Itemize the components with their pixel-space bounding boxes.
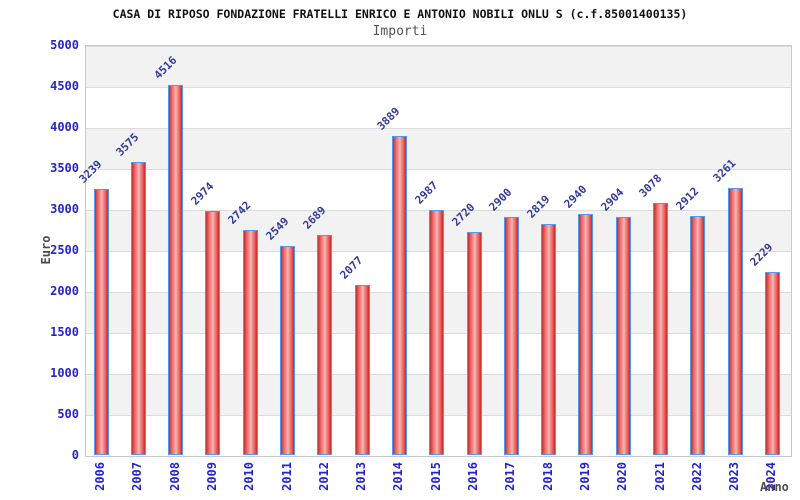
bar bbox=[130, 162, 146, 455]
bar bbox=[578, 214, 594, 455]
y-axis-title: Euro bbox=[39, 235, 53, 265]
y-tick-label: 1000 bbox=[50, 366, 79, 380]
x-tick-label: 2011 bbox=[279, 462, 294, 491]
bar bbox=[354, 285, 370, 455]
y-tick-label: 3000 bbox=[50, 202, 79, 216]
bar bbox=[690, 216, 706, 455]
x-tick-label: 2020 bbox=[615, 462, 630, 491]
x-tick-label: 2014 bbox=[391, 462, 406, 491]
y-tick-label: 4500 bbox=[50, 79, 79, 93]
bar bbox=[429, 210, 445, 455]
x-tick-label: 2018 bbox=[540, 462, 555, 491]
bar bbox=[391, 136, 407, 455]
y-tick-label: 1500 bbox=[50, 325, 79, 339]
bar bbox=[541, 224, 557, 455]
x-tick-label: 2009 bbox=[204, 462, 219, 491]
bar bbox=[727, 188, 743, 455]
y-tick-label: 5000 bbox=[50, 38, 79, 52]
y-tick-label: 4000 bbox=[50, 120, 79, 134]
x-tick-label: 2013 bbox=[354, 462, 369, 491]
x-tick-label: 2021 bbox=[652, 462, 667, 491]
bar bbox=[653, 203, 668, 455]
bar bbox=[205, 211, 221, 455]
x-tick-label: 2022 bbox=[689, 462, 704, 491]
bar bbox=[93, 189, 109, 455]
x-tick-label: 2015 bbox=[428, 462, 443, 491]
y-tick-label: 2000 bbox=[50, 284, 79, 298]
x-tick-label: 2007 bbox=[130, 462, 145, 491]
x-tick-label: 2023 bbox=[727, 462, 742, 491]
x-tick-label: 2019 bbox=[577, 462, 592, 491]
x-axis-title: Anno bbox=[760, 480, 789, 494]
bar bbox=[168, 85, 184, 455]
y-tick-label: 3500 bbox=[50, 161, 79, 175]
bar bbox=[317, 235, 333, 455]
x-tick-label: 2012 bbox=[316, 462, 331, 491]
chart-subtitle: Importi bbox=[372, 24, 428, 39]
x-tick-label: 2008 bbox=[167, 462, 182, 491]
bar bbox=[466, 232, 482, 455]
y-tick-label: 0 bbox=[71, 448, 79, 462]
y-tick-label: 2500 bbox=[50, 243, 79, 257]
x-tick-label: 2006 bbox=[93, 462, 107, 491]
bar bbox=[615, 217, 631, 455]
y-tick-label: 500 bbox=[57, 407, 79, 421]
bar bbox=[503, 217, 519, 455]
chart-title: CASA DI RIPOSO FONDAZIONE FRATELLI ENRIC… bbox=[112, 7, 688, 21]
bar bbox=[764, 272, 780, 455]
x-tick-label: 2017 bbox=[503, 462, 518, 491]
x-tick-label: 2016 bbox=[466, 462, 480, 491]
bar bbox=[280, 246, 295, 455]
x-tick-label: 2010 bbox=[242, 462, 257, 491]
bar bbox=[242, 230, 258, 455]
